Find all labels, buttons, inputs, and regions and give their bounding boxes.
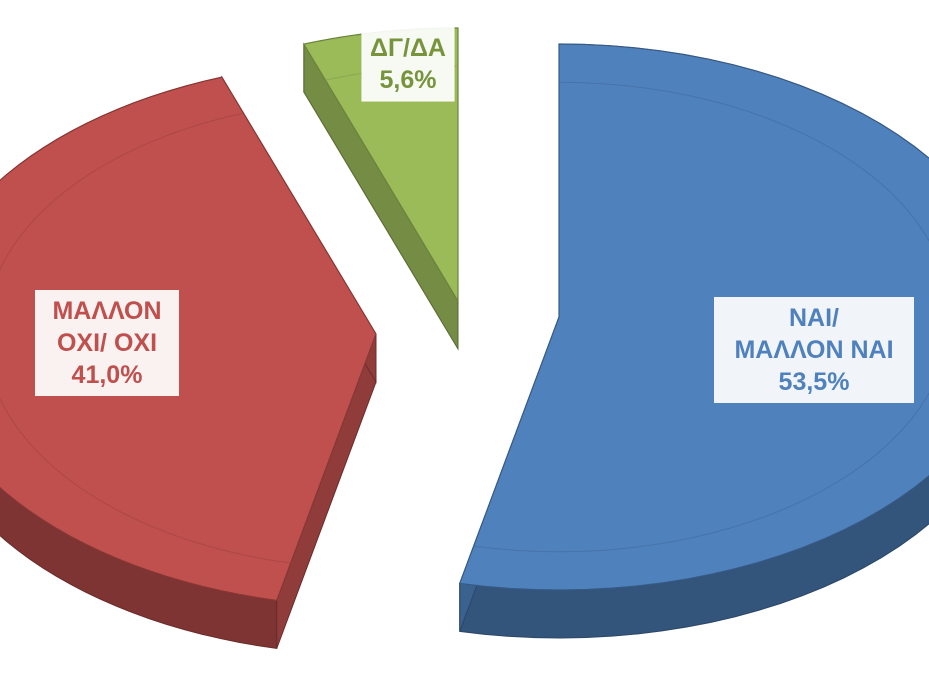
- data-label-line: ΔΓ/ΔΑ: [370, 34, 446, 62]
- data-label-dkna: ΔΓ/ΔΑ 5,6%: [361, 26, 455, 102]
- data-label-box-dkna: [361, 26, 455, 102]
- data-label-line: 5,6%: [380, 66, 437, 94]
- pie-slice-top-no: [0, 76, 377, 602]
- data-label-line: ΝΑΙ/: [789, 304, 839, 332]
- data-label-box-yes: [714, 297, 914, 403]
- data-label-yes: ΝΑΙ/ΜΑΛΛΟΝ ΝΑΙ 53,5%: [714, 297, 914, 403]
- pie-slice-no: [0, 75, 377, 650]
- data-label-line: ΜΑΛΛΟΝ: [52, 297, 161, 325]
- data-label-line: 41,0%: [72, 361, 143, 389]
- data-label-line: ΟΧΙ/ ΟΧΙ: [57, 329, 157, 357]
- pie-slice-bevel-yes: [473, 81, 929, 553]
- data-label-box-no: [35, 290, 179, 396]
- pie-slice-yes: [458, 43, 929, 639]
- data-label-no: ΜΑΛΛΟΝ ΟΧΙ/ ΟΧΙ 41,0%: [35, 290, 179, 396]
- pie-slice-bevel-no: [0, 112, 291, 564]
- data-label-line: ΜΑΛΛΟΝ ΝΑΙ: [734, 336, 893, 364]
- data-label-line: 53,5%: [779, 368, 850, 396]
- pie-slice-top-yes: [458, 43, 929, 591]
